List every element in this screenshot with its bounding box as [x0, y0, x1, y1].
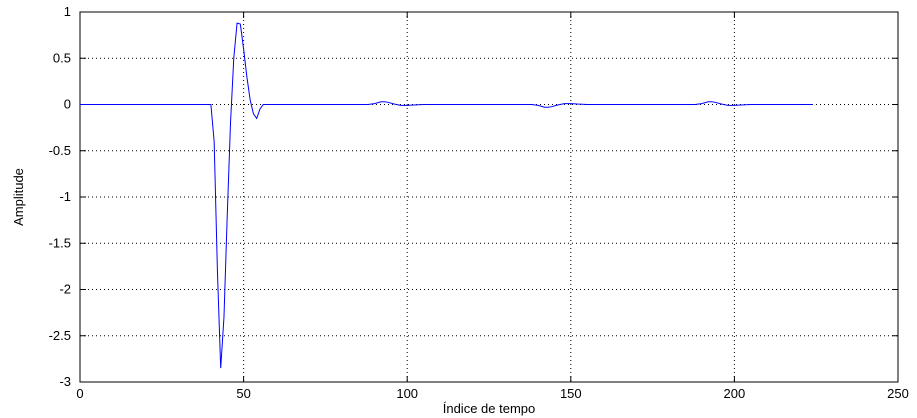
y-tick-label: 0.5 [53, 50, 71, 65]
signal-series-line [80, 22, 813, 369]
y-tick-label: -1.5 [49, 235, 71, 250]
y-tick-label: -2.5 [49, 328, 71, 343]
tick-labels-layer: 0 50 100 150 200 250 1 0.5 0 -0.5 -1 -1.5 -2 -2.5 -3 [49, 4, 909, 401]
y-tick-label: -1 [59, 189, 71, 204]
y-tick-label: -2 [59, 282, 71, 297]
x-tick-label: 0 [76, 386, 83, 401]
x-tick-label: 250 [887, 386, 909, 401]
y-tick-label: -0.5 [49, 143, 71, 158]
x-tick-label: 150 [560, 386, 582, 401]
ticks-layer [79, 11, 899, 383]
x-tick-label: 100 [396, 386, 418, 401]
y-tick-label: -3 [59, 374, 71, 389]
x-tick-label: 50 [236, 386, 250, 401]
x-tick-label: 200 [724, 386, 746, 401]
y-tick-label: 0 [64, 97, 71, 112]
grid-layer [80, 12, 898, 382]
y-tick-label: 1 [64, 4, 71, 19]
y-axis-title: Amplitude [11, 168, 26, 226]
x-axis-title: Índice de tempo [443, 401, 536, 416]
